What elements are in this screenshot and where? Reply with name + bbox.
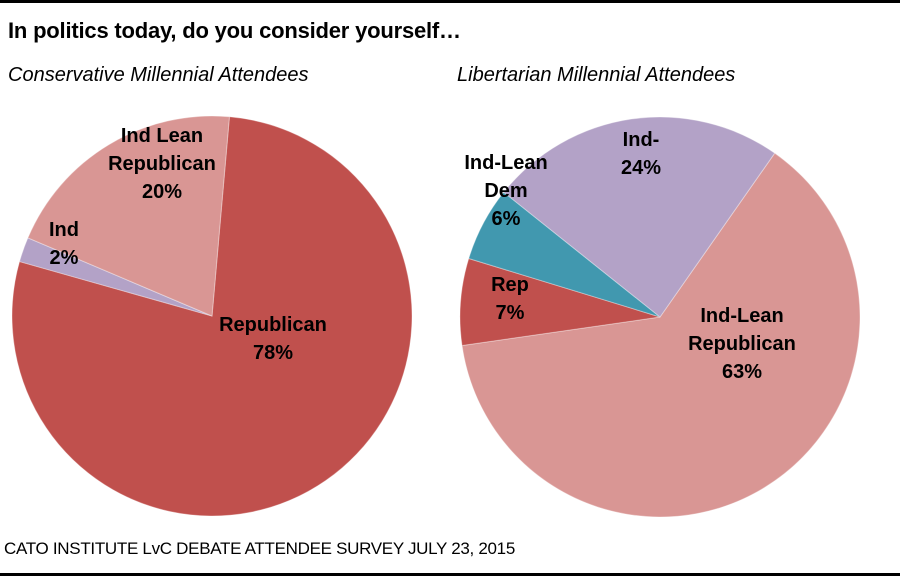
right-pie-title: Libertarian Millennial Attendees: [457, 64, 736, 86]
data-label-ind-lean-republican: Ind Lean Republican 20%: [108, 125, 216, 203]
data-label-ind-lean-dem: Ind-Lean Dem 6%: [464, 152, 547, 230]
conservative-pie: Republican 78% Ind 2% Ind Lean Republican 20%: [11, 115, 413, 517]
pie-slice-ind-lean-republican: [27, 115, 230, 317]
data-label-republican: Republican 78%: [219, 314, 327, 364]
data-label-rep: Rep 7%: [491, 274, 529, 324]
data-label-ind-lean-republican: Ind-Lean Republican 63%: [688, 305, 796, 383]
pie-slice-ind-lean-republican: [461, 152, 861, 518]
source-note: CATO INSTITUTE LvC DEBATE ATTENDEE SURVE…: [4, 539, 515, 558]
pie-slice-ind: [18, 237, 213, 317]
data-label-ind: Ind 2%: [49, 219, 79, 269]
left-pie-title: Conservative Millennial Attendees: [8, 64, 309, 86]
top-border: [0, 0, 900, 3]
pie-slice-rep: [459, 257, 661, 347]
chart-title: In politics today, do you consider yours…: [8, 18, 461, 43]
pie-slice-republican: [11, 116, 413, 517]
pie-slice-ind: [502, 116, 776, 318]
pie-slice-ind-lean-dem: [468, 191, 661, 318]
libertarian-pie: Ind-Lean Republican 63% Rep 7% Ind-Lean Dem 6% I…: [459, 116, 861, 518]
data-label-ind: Ind-24%: [621, 129, 661, 179]
bottom-border: [0, 573, 900, 576]
